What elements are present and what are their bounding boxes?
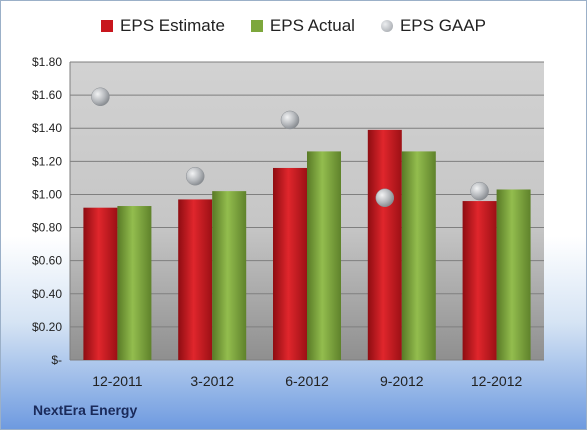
gaap-points	[91, 87, 489, 208]
legend: EPS Estimate EPS Actual EPS GAAP	[0, 16, 587, 36]
bar-eps-actual	[496, 189, 531, 360]
legend-label-estimate: EPS Estimate	[120, 16, 225, 35]
bars	[83, 129, 531, 360]
bar-eps-estimate	[367, 129, 402, 360]
bar-eps-estimate	[462, 201, 497, 360]
y-axis-ticks: $- $0.20 $0.40 $0.60 $0.80 $1.00 $1.20 $1.40 $1.…	[32, 55, 62, 367]
point-eps-gaap	[91, 87, 110, 107]
bar-eps-actual	[117, 206, 152, 360]
point-eps-gaap	[280, 110, 300, 130]
x-tick-label: 12-2011	[92, 373, 143, 389]
y-tick-label: $1.80	[32, 55, 62, 69]
point-eps-gaap	[375, 188, 395, 208]
y-tick-label: $0.20	[32, 320, 62, 334]
y-tick-label: $1.00	[32, 187, 62, 201]
legend-label-actual: EPS Actual	[269, 16, 355, 35]
legend-item-actual: EPS Actual	[250, 16, 355, 36]
bar-eps-actual	[307, 151, 341, 360]
legend-swatch-estimate	[101, 20, 114, 32]
y-tick-label: $-	[51, 353, 62, 367]
legend-swatch-gaap	[380, 20, 393, 32]
bar-eps-estimate	[273, 167, 307, 360]
bar-eps-estimate	[83, 207, 118, 360]
legend-swatch-actual	[250, 20, 263, 32]
point-eps-gaap	[185, 166, 205, 186]
y-tick-label: $1.60	[32, 88, 62, 102]
bar-eps-actual	[401, 151, 436, 360]
y-tick-label: $1.40	[32, 121, 62, 135]
x-tick-label: 9-2012	[380, 373, 424, 389]
bar-eps-actual	[212, 191, 247, 360]
point-eps-gaap	[470, 181, 489, 201]
y-tick-label: $0.60	[32, 254, 62, 268]
x-tick-label: 12-2012	[471, 373, 523, 389]
company-name: NextEra Energy	[33, 402, 138, 418]
legend-item-estimate: EPS Estimate	[101, 16, 225, 36]
x-tick-label: 3-2012	[190, 373, 234, 389]
legend-label-gaap: EPS GAAP	[399, 16, 486, 35]
y-tick-label: $1.20	[32, 154, 62, 168]
y-tick-label: $0.80	[32, 221, 62, 235]
legend-item-gaap: EPS GAAP	[380, 16, 486, 36]
x-tick-label: 6-2012	[285, 373, 329, 389]
bar-eps-estimate	[178, 199, 213, 360]
x-axis-ticks: 12-2011 3-2012 6-2012 9-2012 12-2012	[92, 373, 522, 389]
y-tick-label: $0.40	[32, 287, 62, 301]
